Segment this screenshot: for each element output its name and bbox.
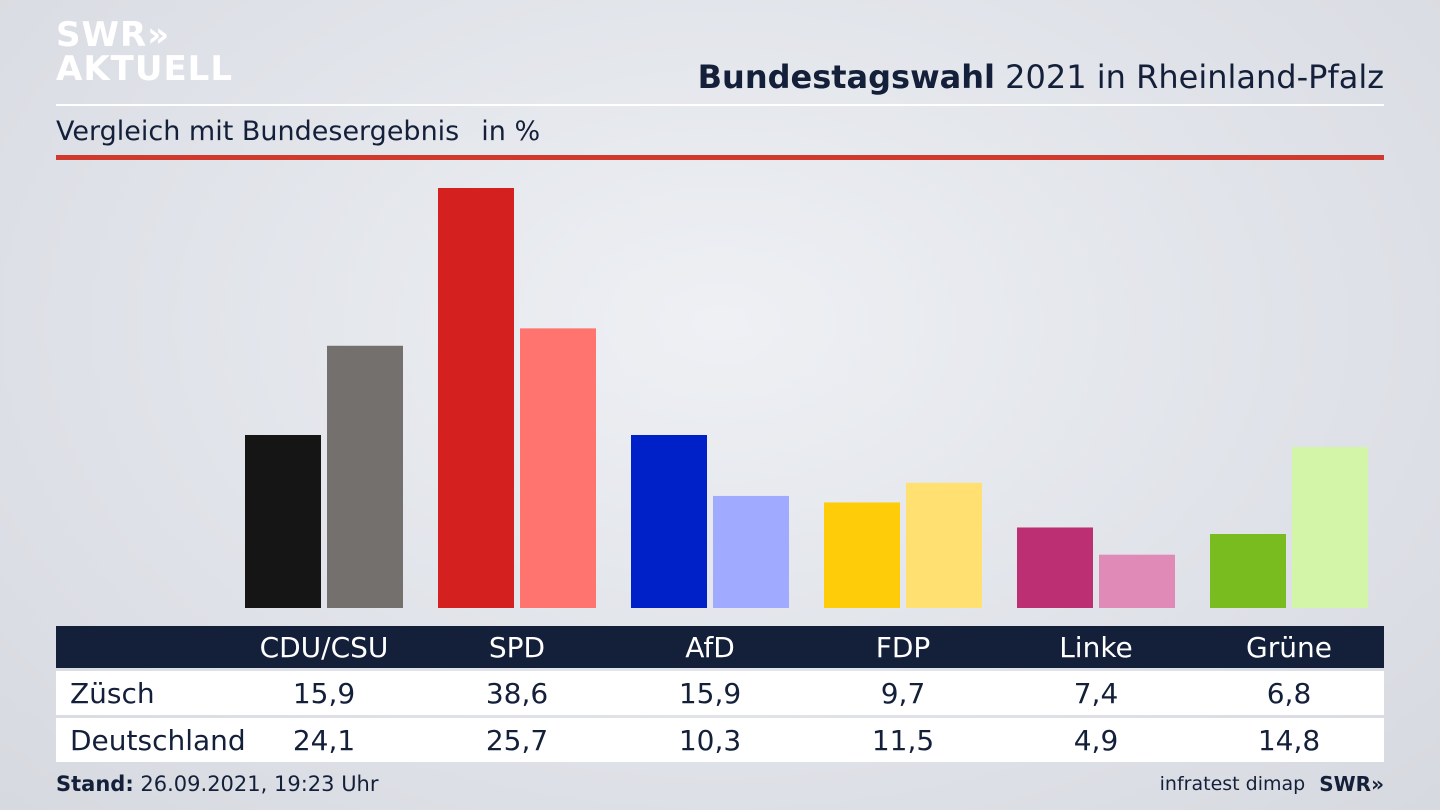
stand-value: 26.09.2021, 19:23 Uhr (140, 772, 379, 796)
table-cell: 24,1 (292, 723, 356, 757)
table-cell: 4,9 (1073, 723, 1119, 757)
party-header: Linke (1059, 630, 1133, 664)
row-label: Deutschland (70, 723, 246, 757)
table-cell: 6,8 (1266, 676, 1312, 710)
table-cell: 9,7 (880, 676, 926, 710)
table-cell: 14,8 (1257, 723, 1321, 757)
row-label: Züsch (70, 676, 155, 710)
bar-chart (245, 188, 1368, 608)
party-header: SPD (488, 630, 546, 664)
bars-group (245, 188, 1368, 608)
title-bold: Bundestagswahl (697, 58, 995, 96)
table-header-row: CDU/CSU SPD AfD FDP Linke Grüne (56, 626, 1384, 668)
bar-spd-züsch (438, 188, 514, 608)
source-credit: infratest dimap SWR» (1160, 772, 1384, 796)
page-title: Bundestagswahl 2021 in Rheinland-Pfalz (698, 58, 1384, 96)
title-divider (56, 104, 1384, 106)
party-header: FDP (875, 630, 931, 664)
bar-gr-ne-deutschland (1292, 446, 1368, 608)
table-cell: 10,3 (678, 723, 742, 757)
table-cell: 25,7 (485, 723, 549, 757)
subtitle-text: Vergleich mit Bundesergebnis (56, 116, 460, 147)
results-table: CDU/CSU SPD AfD FDP Linke Grüne Züsch 15,9 38,… (56, 626, 1384, 762)
unit-label: in % (481, 116, 541, 147)
bar-cdu-csu-züsch (245, 434, 321, 608)
bar-gr-ne-züsch (1210, 534, 1286, 608)
table-cell: 11,5 (871, 723, 935, 757)
bar-linke-deutschland (1099, 554, 1175, 608)
accent-divider (56, 155, 1384, 160)
chart-subtitle: Vergleich mit Bundesergebnis in % (56, 116, 540, 147)
bar-fdp-deutschland (906, 482, 982, 608)
title-rest: 2021 in Rheinland-Pfalz (995, 58, 1384, 96)
swr-aktuell-logo: SWR» AKTUELL (56, 18, 233, 86)
bar-afd-deutschland (713, 495, 789, 608)
bar-afd-züsch (631, 434, 707, 608)
logo-line-1: SWR» (56, 15, 171, 55)
party-header: CDU/CSU (259, 630, 389, 664)
party-header: Grüne (1246, 630, 1332, 664)
source-label: infratest dimap (1159, 773, 1306, 795)
table-row: Züsch 15,9 38,6 15,9 9,7 7,4 6,8 (56, 671, 1384, 715)
timestamp: Stand: 26.09.2021, 19:23 Uhr (56, 772, 379, 796)
bar-spd-deutschland (520, 328, 596, 608)
party-header: AfD (685, 630, 735, 664)
table-cell: 15,9 (678, 676, 742, 710)
logo-line-2: AKTUELL (56, 49, 234, 89)
bar-linke-züsch (1017, 527, 1093, 608)
table-row: Deutschland 24,1 25,7 10,3 11,5 4,9 14,8 (56, 718, 1384, 762)
table-cell: 15,9 (292, 676, 356, 710)
bar-cdu-csu-deutschland (327, 345, 403, 608)
table-cell: 7,4 (1073, 676, 1119, 710)
swr-brand-logo: SWR» (1319, 772, 1384, 796)
bar-fdp-züsch (824, 502, 900, 608)
table-cell: 38,6 (485, 676, 549, 710)
stand-label: Stand: (56, 772, 134, 796)
